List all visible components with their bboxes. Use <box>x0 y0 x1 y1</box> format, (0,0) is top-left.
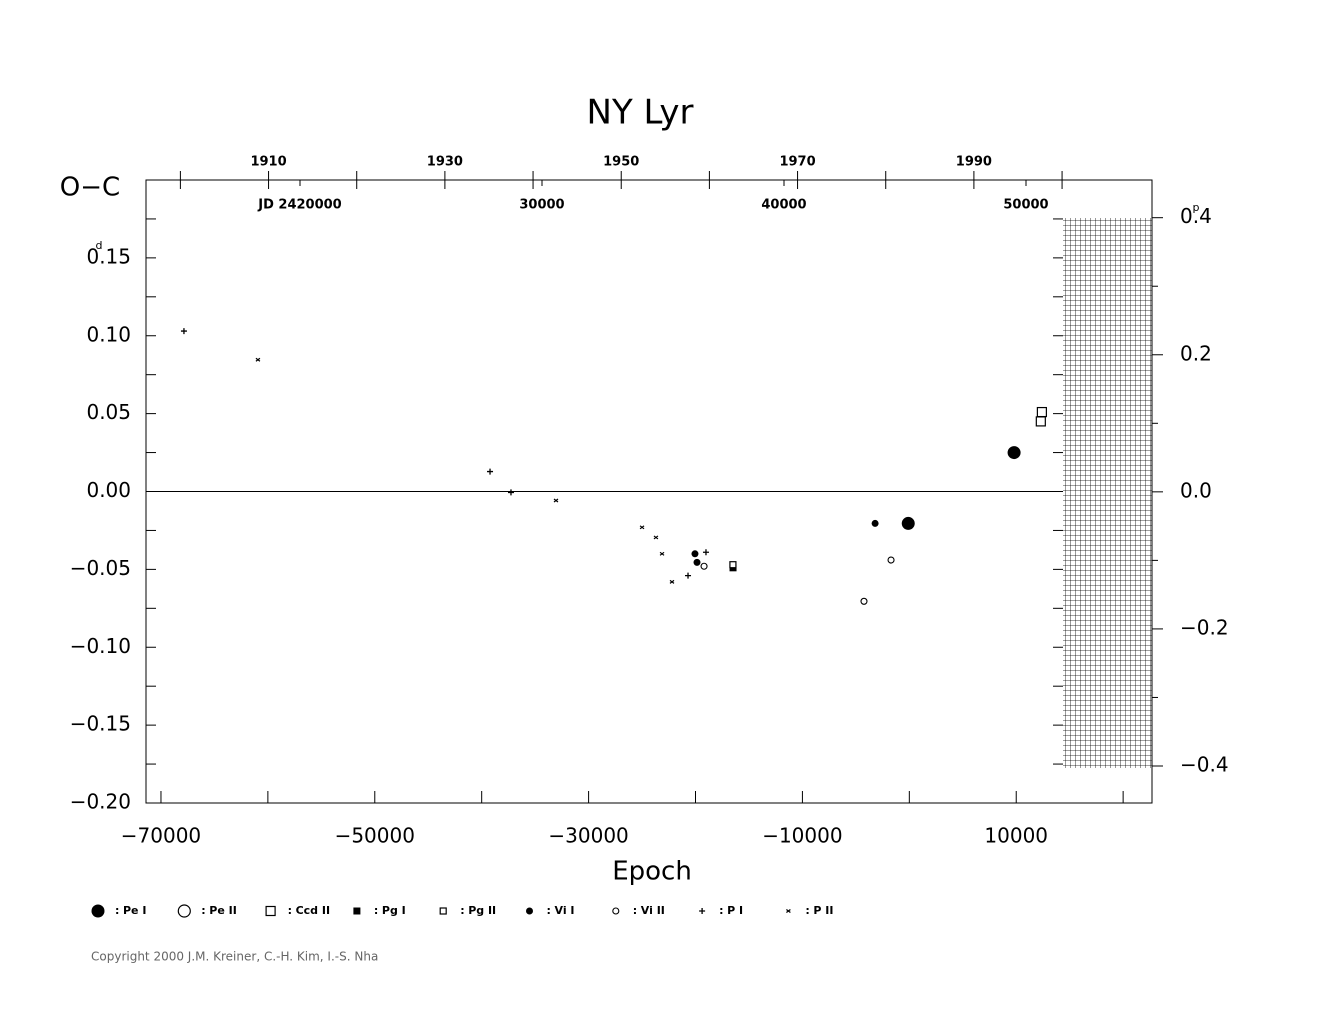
jd-tick-label: 30000 <box>519 198 564 213</box>
legend-symbol <box>91 904 105 918</box>
data-point <box>507 489 514 496</box>
legend-separator: : <box>460 904 464 917</box>
legend-separator: : <box>374 904 378 917</box>
legend-separator: : <box>633 904 637 917</box>
legend-separator: : <box>288 904 292 917</box>
x-tick-label: −10000 <box>762 824 842 848</box>
data-point <box>871 519 879 527</box>
legend-symbol <box>526 907 533 915</box>
legend-separator: : <box>719 904 723 917</box>
year-tick-label: 1930 <box>427 155 463 170</box>
y2-tick-label: 0.4 <box>1180 204 1212 228</box>
y-tick-label: −0.15 <box>70 712 131 736</box>
y-tick-label: 0.05 <box>86 400 131 424</box>
legend-label: Pe I <box>123 904 146 917</box>
data-point <box>487 468 494 475</box>
jd-tick-label: 40000 <box>761 198 806 213</box>
legend-symbol <box>786 909 791 913</box>
x-tick-label: 10000 <box>984 824 1048 848</box>
data-point <box>700 562 708 570</box>
y-tick-label: 0.15 <box>86 244 131 268</box>
year-tick-label: 1990 <box>956 155 992 170</box>
y2-tick-label: 0.0 <box>1180 478 1212 502</box>
legend-label: Ccd II <box>296 904 330 917</box>
data-point <box>702 549 709 556</box>
legend-separator: : <box>115 904 119 917</box>
y-tick-label: 0.10 <box>86 322 131 346</box>
legend-symbol <box>177 904 191 918</box>
legend-label: Pg I <box>382 904 406 917</box>
legend-symbol <box>439 907 447 915</box>
y2-tick-label: −0.4 <box>1180 752 1229 776</box>
legend-separator: : <box>201 904 205 917</box>
data-point <box>887 556 895 564</box>
legend-separator: : <box>547 904 551 917</box>
legend-separator: : <box>805 904 809 917</box>
data-point <box>1036 406 1047 418</box>
data-point <box>860 597 868 605</box>
data-point <box>639 525 645 530</box>
chart-title: NY Lyr <box>587 93 694 133</box>
year-tick-label: 1970 <box>779 155 815 170</box>
data-point <box>659 551 665 556</box>
legend-label: P II <box>813 904 833 917</box>
x-tick-label: −30000 <box>548 824 628 848</box>
data-point <box>669 579 675 584</box>
y-axis-label: O−C <box>60 173 120 203</box>
y-unit: d <box>96 239 103 252</box>
legend-symbol <box>353 907 361 915</box>
y2-tick-label: −0.2 <box>1180 615 1229 639</box>
copyright: Copyright 2000 J.M. Kreiner, C.-H. Kim, … <box>91 950 378 964</box>
x-tick-label: −50000 <box>335 824 415 848</box>
data-point <box>1035 416 1046 427</box>
data-point <box>255 357 261 362</box>
y2-tick-label: 0.2 <box>1180 341 1212 365</box>
data-point <box>691 550 699 558</box>
legend-label: Pg II <box>468 904 496 917</box>
legend-label: Vi I <box>555 904 575 917</box>
data-point <box>685 572 692 579</box>
year-tick-label: 1950 <box>603 155 639 170</box>
jd-tick-label: JD 2420000 <box>257 198 341 213</box>
x-axis-label: Epoch <box>612 857 692 887</box>
x-tick-label: −70000 <box>121 824 201 848</box>
y2-unit: p <box>1193 201 1200 214</box>
legend-label: Pe II <box>209 904 237 917</box>
data-point <box>653 535 659 540</box>
data-point <box>729 561 737 569</box>
y-tick-label: 0.00 <box>86 478 131 502</box>
hatched-region <box>1063 218 1152 768</box>
jd-tick-label: 50000 <box>1003 198 1048 213</box>
y-tick-label: −0.10 <box>70 634 131 658</box>
y-tick-label: −0.05 <box>70 556 131 580</box>
legend-symbol <box>265 905 276 917</box>
legend-label: Vi II <box>641 904 665 917</box>
data-point <box>553 498 559 503</box>
legend-symbol <box>699 908 706 914</box>
legend-symbol <box>612 907 620 915</box>
legend-label: P I <box>727 904 743 917</box>
y-tick-label: −0.20 <box>70 790 131 814</box>
data-point <box>1007 446 1021 460</box>
year-tick-label: 1910 <box>250 155 286 170</box>
data-point <box>693 558 701 566</box>
data-point <box>901 516 915 530</box>
data-point <box>180 328 187 335</box>
